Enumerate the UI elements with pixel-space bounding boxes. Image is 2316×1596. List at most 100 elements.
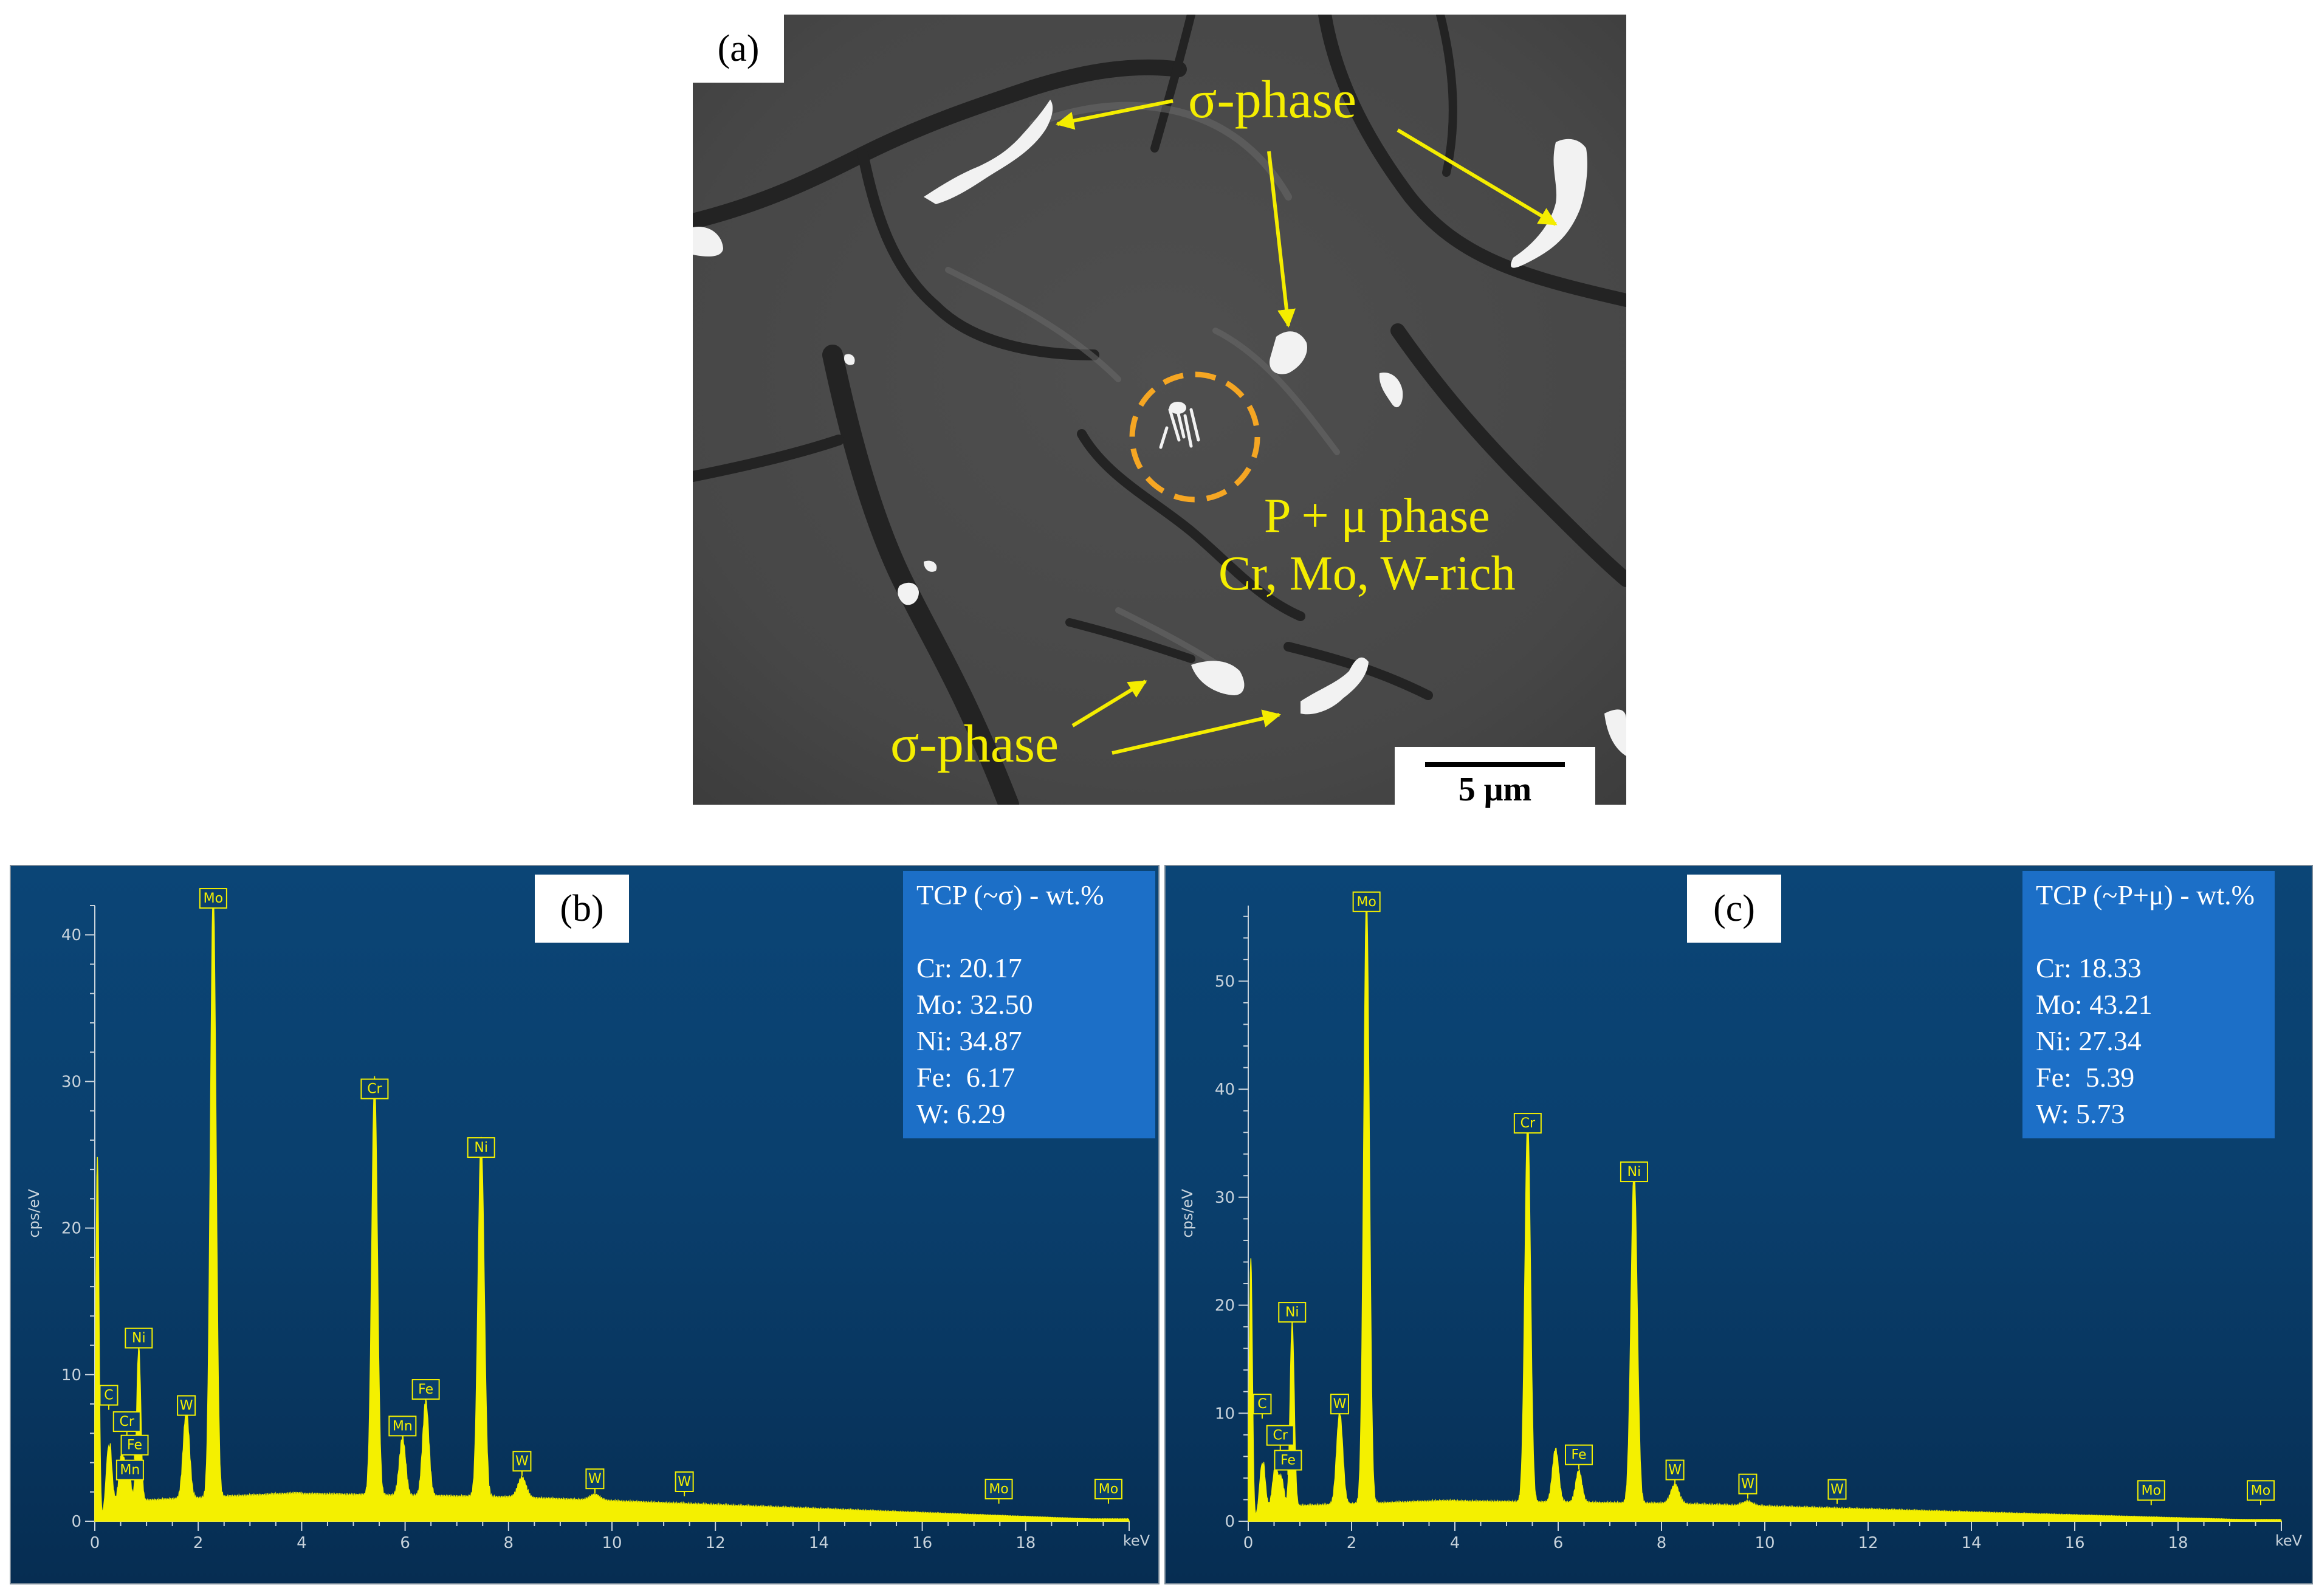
peak-label-box [388,1415,417,1437]
peak-label-box [1252,1394,1272,1415]
x-tick-label: 6 [1553,1534,1564,1552]
x-tick-label: 14 [1961,1534,1981,1552]
peak-label-box [360,1078,389,1099]
peak-label: Mo [2251,1483,2270,1498]
peak-label-box [1330,1394,1349,1415]
x-axis-label: keV [1123,1532,1150,1549]
x-tick-label: 0 [1243,1534,1254,1552]
x-tick-label: 14 [809,1534,829,1552]
peak-label: C [1257,1397,1266,1412]
peak-label: Cr [367,1082,382,1097]
y-tick-label: 50 [1215,972,1235,991]
annotation-arrows [1056,99,1558,755]
composition-row: Ni: 27.34 [2036,1025,2142,1056]
sem-micrograph [693,15,1626,805]
composition-row: Fe: 6.17 [916,1062,1015,1093]
peak-label: W [588,1471,602,1487]
peak-label: Ni [474,1140,488,1155]
peak-label-box [177,1395,196,1416]
composition-row: Mo: 32.50 [916,989,1033,1020]
peak-label-box [1827,1479,1847,1500]
y-tick-label: 20 [1215,1297,1235,1315]
peak-label: Fe [418,1382,433,1397]
y-tick-label: 10 [1215,1405,1235,1423]
peak-label: Fe [1280,1453,1296,1468]
peak-label: Cr [120,1414,135,1429]
p-mu-phase-label: P + μ phase [1264,489,1490,543]
peak-label: Ni [1627,1164,1641,1180]
eds-spectrum-panel-c: 0 2 4 6 8 10 12 14 16 18 keV 0 10 20 30 40 50 cps/eV Mo Cr N… [1164,865,2313,1584]
composition-row: Cr: 20.17 [916,952,1022,983]
panel-c-label: (c) [1687,875,1781,943]
y-tick-label: 30 [61,1073,81,1091]
peak-label: W [678,1474,691,1490]
composition-row: W: 6.29 [916,1098,1006,1129]
peak-label: W [515,1454,529,1469]
peak-label-box [1565,1444,1593,1465]
eds-spectrum-chart-c: 0 2 4 6 8 10 12 14 16 18 keV 0 10 20 30 40 50 cps/eV Mo Cr N… [1179,891,2303,1552]
panel-a-label: (a) [693,15,784,83]
composition-row: Cr: 18.33 [2036,952,2142,983]
y-tick-label: 0 [71,1513,81,1531]
x-tick-label: 4 [1450,1534,1460,1552]
composition-row: Fe: 5.39 [2036,1062,2135,1093]
x-tick-label: 0 [90,1534,100,1552]
peak-label: Cr [1273,1428,1288,1443]
composition-title: TCP (~σ) - wt.% [916,879,1104,910]
sigma-phase-label-top: σ-phase [1188,71,1357,129]
sem-micrograph-panel: (a) σ-phase σ-phase P + μ phase Cr, Mo, … [693,15,1626,808]
peak-label: W [1830,1482,1844,1498]
peak-label: Mo [204,891,223,906]
peak-label-box [585,1468,605,1490]
spectrum-series [1248,905,2283,1522]
y-tick-label: 0 [1225,1513,1235,1531]
x-tick-label: 12 [1858,1534,1878,1552]
scale-bar [1425,762,1565,767]
peak-label: W [1333,1397,1347,1412]
x-axis-label: keV [2275,1532,2303,1549]
y-tick-label: 30 [1215,1189,1235,1207]
x-tick-label: 16 [912,1534,932,1552]
peak-label-box [1620,1161,1648,1183]
x-tick-label: 6 [400,1534,410,1552]
y-tick-label: 10 [61,1366,81,1384]
peak-label: W [1668,1463,1682,1478]
peak-label-box [125,1327,153,1349]
peak-label: C [104,1388,113,1403]
peak-label-box [112,1411,141,1433]
grain-boundaries [693,15,1626,805]
scale-bar-box: 5 μm [1395,747,1595,808]
eds-spectrum-panel-b: 0 2 4 6 8 10 12 14 16 18 keV 0 10 20 30 40 cps/eV Mo Cr Ni N… [10,865,1160,1584]
p-mu-needles [1159,402,1200,449]
x-tick-label: 8 [504,1534,514,1552]
peak-label: W [180,1398,193,1414]
x-tick-label: 16 [2064,1534,2084,1552]
peak-label-box [2247,1480,2275,1501]
peak-label-box [467,1137,495,1158]
composition-box-c: TCP (~P+μ) - wt.% Cr: 18.33 Mo: 43.21 Ni… [2022,871,2275,1138]
peak-label-box [675,1471,694,1492]
peak-label-box [199,888,227,909]
peak-label: Mo [2142,1483,2161,1498]
composition-box-b: TCP (~σ) - wt.% Cr: 20.17 Mo: 32.50 Ni: … [903,871,1155,1138]
x-tick-label: 18 [1015,1534,1036,1552]
peak-label: Mn [120,1463,140,1478]
peak-label-box [99,1384,119,1406]
y-axis-label: cps/eV [1179,1189,1196,1238]
peak-label-box [2137,1480,2165,1501]
x-tick-label: 4 [297,1534,307,1552]
x-tick-label: 8 [1657,1534,1667,1552]
peak-label: Mn [393,1419,413,1434]
composition-title: TCP (~P+μ) - wt.% [2036,879,2255,910]
peak-label: Mo [989,1482,1008,1497]
composition-row: Mo: 43.21 [2036,989,2153,1020]
y-tick-label: 40 [61,926,81,944]
peak-label-box [1352,891,1381,912]
peak-label-box [984,1479,1013,1500]
peak-label-box [115,1459,144,1481]
peak-label: Mo [1099,1482,1118,1497]
peak-label: Fe [127,1438,142,1453]
peak-label: Ni [1285,1305,1299,1320]
peak-label: Fe [1572,1448,1587,1463]
peak-label-box [1665,1459,1685,1481]
